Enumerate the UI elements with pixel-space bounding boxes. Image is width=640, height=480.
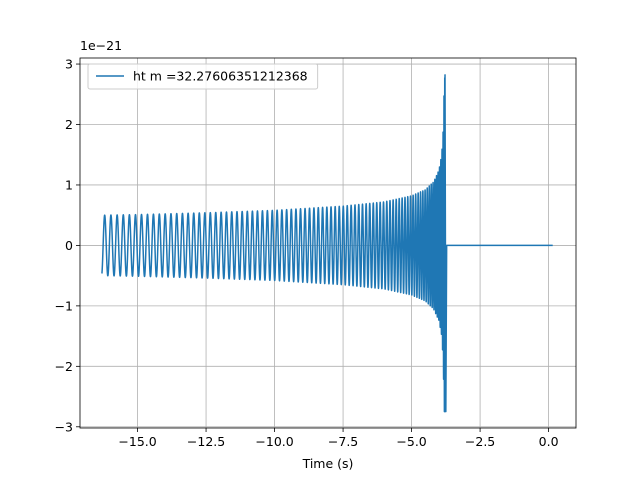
x-tick-label: −15.0 [118, 434, 156, 449]
x-tick-label: −10.0 [255, 434, 293, 449]
axes-frame [79, 57, 577, 429]
x-tick-label: −7.5 [328, 434, 358, 449]
x-tick-label: −12.5 [187, 434, 225, 449]
y-tick-label: 1 [65, 177, 73, 192]
plot-data [101, 74, 553, 413]
ticks: −15.0 −12.5 −10.0 −7.5 −5.0 −2.5 0.0 −3 −2 −1 0 1 2 3 [55, 57, 559, 449]
x-axis-label: Time (s) [302, 456, 354, 471]
legend-box [87, 63, 319, 90]
x-tick-label: −5.0 [396, 434, 426, 449]
y-tick-label: −1 [55, 298, 73, 313]
legend-label: ht m =32.27606351212368 [133, 69, 308, 84]
y-tick-label: −2 [55, 359, 73, 374]
x-tick-label: −2.5 [465, 434, 495, 449]
x-tick-label: 0.0 [539, 434, 559, 449]
y-offset-label: 1e−21 [80, 38, 122, 53]
y-tick-label: 3 [65, 57, 73, 72]
series-line [101, 74, 553, 413]
y-tick-label: 2 [65, 117, 73, 132]
y-tick-label: −3 [55, 419, 73, 434]
legend: ht m =32.27606351212368 [87, 63, 319, 90]
y-tick-label: 0 [65, 238, 73, 253]
